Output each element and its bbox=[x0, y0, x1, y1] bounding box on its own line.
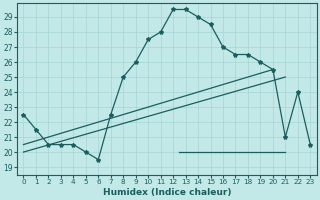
X-axis label: Humidex (Indice chaleur): Humidex (Indice chaleur) bbox=[103, 188, 231, 197]
